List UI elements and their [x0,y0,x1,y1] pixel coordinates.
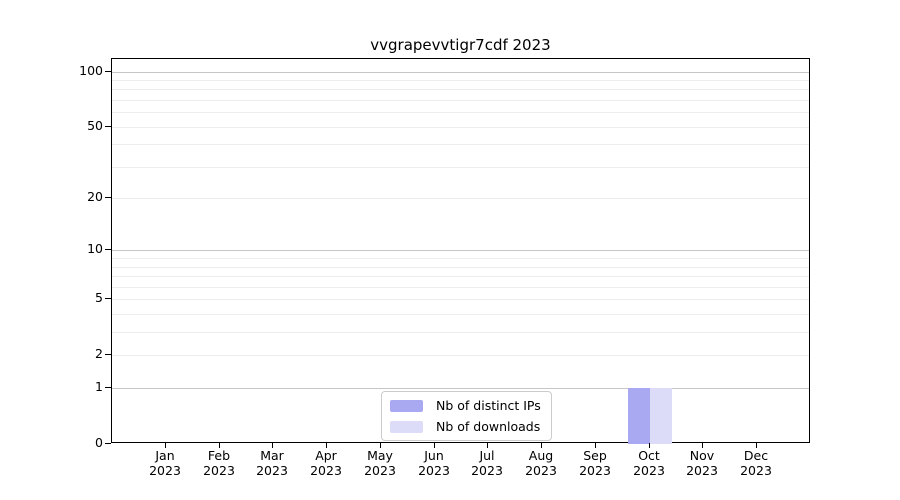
x-tick-mark-jul [487,443,488,448]
gridline-minor-70 [112,100,809,101]
x-tick-mark-nov [702,443,703,448]
bar-nb-of-distinct-ips-oct [628,388,650,444]
gridline-major-1 [112,388,809,389]
y-tick-label-0: 0 [95,435,103,450]
y-tick-mark-20 [105,197,111,198]
x-tick-mark-feb [219,443,220,448]
y-tick-mark-100 [105,71,111,72]
y-tick-mark-2 [105,354,111,355]
gridline-minor-20 [112,198,809,199]
x-tick-label-may: May 2023 [364,448,396,478]
legend-swatch-0 [390,399,423,412]
gridline-minor-50 [112,127,809,128]
gridline-minor-80 [112,89,809,90]
gridline-minor-5 [112,299,809,300]
y-tick-mark-1 [105,387,111,388]
gridline-major-100 [112,72,809,73]
x-tick-label-feb: Feb 2023 [203,448,235,478]
legend-label-0: Nb of distinct IPs [436,398,541,413]
x-tick-label-aug: Aug 2023 [525,448,557,478]
bar-nb-of-downloads-oct [650,388,672,444]
y-tick-label-10: 10 [87,241,103,256]
y-tick-label-100: 100 [79,63,103,78]
x-tick-label-oct: Oct 2023 [633,448,665,478]
gridline-minor-8 [112,267,809,268]
chart-title: vvgrapevvtigr7cdf 2023 [370,36,551,54]
gridline-minor-2 [112,355,809,356]
legend-item-1: Nb of downloads [390,418,541,435]
gridline-minor-60 [112,112,809,113]
y-tick-label-50: 50 [87,118,103,133]
legend-item-0: Nb of distinct IPs [390,397,541,414]
gridline-minor-90 [112,80,809,81]
x-tick-mark-oct [649,443,650,448]
y-tick-label-5: 5 [95,290,103,305]
y-tick-label-20: 20 [87,189,103,204]
x-tick-label-dec: Dec 2023 [740,448,772,478]
y-tick-label-2: 2 [95,346,103,361]
gridline-minor-9 [112,258,809,259]
legend-label-1: Nb of downloads [436,419,541,434]
y-tick-mark-0 [105,443,111,444]
gridline-minor-3 [112,332,809,333]
x-tick-label-jun: Jun 2023 [418,448,450,478]
x-tick-mark-mar [272,443,273,448]
plot-area [111,58,810,444]
gridline-minor-40 [112,144,809,145]
x-tick-label-jan: Jan 2023 [149,448,181,478]
x-tick-mark-jan [165,443,166,448]
y-tick-mark-50 [105,126,111,127]
gridline-minor-4 [112,314,809,315]
x-tick-label-sep: Sep 2023 [579,448,611,478]
x-tick-mark-sep [595,443,596,448]
x-tick-label-nov: Nov 2023 [686,448,718,478]
gridline-minor-6 [112,287,809,288]
gridline-minor-7 [112,276,809,277]
y-tick-label-1: 1 [95,379,103,394]
gridline-major-10 [112,250,809,251]
legend-swatch-1 [390,420,423,433]
gridline-minor-30 [112,167,809,168]
x-tick-label-mar: Mar 2023 [256,448,288,478]
x-tick-mark-dec [756,443,757,448]
x-tick-mark-aug [541,443,542,448]
x-tick-mark-apr [326,443,327,448]
x-tick-label-jul: Jul 2023 [471,448,503,478]
y-tick-mark-10 [105,249,111,250]
x-tick-mark-may [380,443,381,448]
x-tick-mark-jun [434,443,435,448]
x-tick-label-apr: Apr 2023 [310,448,342,478]
y-tick-mark-5 [105,298,111,299]
legend: Nb of distinct IPs Nb of downloads [381,391,552,441]
